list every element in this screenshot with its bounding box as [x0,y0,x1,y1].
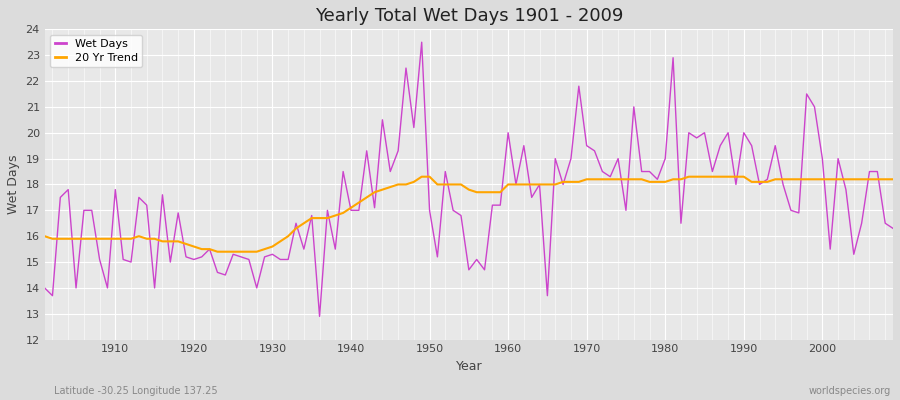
20 Yr Trend [283,234,293,238]
Y-axis label: Wet Days: Wet Days [7,155,20,214]
Text: Latitude -30.25 Longitude 137.25: Latitude -30.25 Longitude 137.25 [54,386,218,396]
20 Yr Trend [613,177,624,182]
20 Yr Trend [417,174,428,179]
X-axis label: Year: Year [455,360,482,373]
Wet Days [40,286,50,290]
Line: Wet Days: Wet Days [45,42,893,316]
20 Yr Trend [518,182,529,187]
Wet Days [887,226,898,231]
Wet Days [314,314,325,319]
Line: 20 Yr Trend: 20 Yr Trend [45,177,893,252]
Wet Days [613,156,624,161]
Wet Days [274,257,285,262]
20 Yr Trend [887,177,898,182]
Title: Yearly Total Wet Days 1901 - 2009: Yearly Total Wet Days 1901 - 2009 [315,7,623,25]
Legend: Wet Days, 20 Yr Trend: Wet Days, 20 Yr Trend [50,35,142,67]
Wet Days [510,182,521,187]
20 Yr Trend [40,234,50,238]
Wet Days [518,143,529,148]
Wet Days [417,40,428,45]
Wet Days [102,286,112,290]
Wet Days [330,247,341,252]
20 Yr Trend [510,182,521,187]
20 Yr Trend [330,213,341,218]
20 Yr Trend [212,249,223,254]
20 Yr Trend [102,236,112,241]
Text: worldspecies.org: worldspecies.org [809,386,891,396]
